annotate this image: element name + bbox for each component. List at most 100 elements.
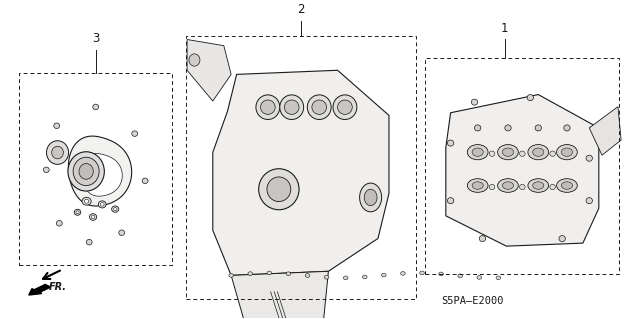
Ellipse shape [47, 141, 68, 164]
Text: 1: 1 [501, 22, 509, 34]
Polygon shape [446, 94, 599, 246]
Ellipse shape [447, 140, 454, 146]
Ellipse shape [76, 211, 79, 214]
Text: S5PA–E2000: S5PA–E2000 [442, 296, 504, 306]
Ellipse shape [474, 125, 481, 131]
Ellipse shape [333, 95, 357, 120]
Ellipse shape [557, 179, 577, 192]
Text: 3: 3 [92, 32, 99, 45]
Ellipse shape [489, 184, 495, 190]
Ellipse shape [472, 148, 483, 156]
Ellipse shape [54, 123, 60, 129]
Ellipse shape [132, 131, 138, 137]
Polygon shape [589, 107, 621, 155]
Ellipse shape [305, 274, 310, 278]
Ellipse shape [113, 208, 117, 211]
Ellipse shape [561, 148, 573, 156]
Ellipse shape [79, 164, 93, 179]
Ellipse shape [564, 125, 570, 131]
Text: 2: 2 [297, 3, 305, 16]
Ellipse shape [324, 275, 329, 279]
Ellipse shape [496, 276, 500, 280]
Ellipse shape [520, 184, 525, 190]
Ellipse shape [267, 177, 291, 202]
Ellipse shape [489, 151, 495, 156]
Ellipse shape [467, 179, 488, 192]
Ellipse shape [557, 145, 577, 160]
Ellipse shape [467, 145, 488, 160]
Polygon shape [68, 136, 132, 206]
Ellipse shape [439, 272, 444, 276]
Ellipse shape [420, 271, 424, 275]
Ellipse shape [229, 273, 234, 277]
Ellipse shape [111, 206, 119, 212]
Ellipse shape [477, 276, 481, 279]
Ellipse shape [73, 157, 99, 186]
Ellipse shape [100, 203, 104, 206]
Ellipse shape [52, 146, 63, 159]
Ellipse shape [307, 95, 331, 120]
Ellipse shape [502, 182, 513, 189]
Ellipse shape [550, 151, 556, 156]
Ellipse shape [260, 100, 275, 115]
Ellipse shape [119, 230, 125, 235]
Ellipse shape [93, 104, 99, 110]
Ellipse shape [267, 271, 271, 275]
Bar [425, 58, 620, 274]
Ellipse shape [532, 182, 544, 189]
Ellipse shape [561, 182, 573, 189]
Ellipse shape [401, 271, 405, 275]
Ellipse shape [458, 274, 463, 278]
Polygon shape [212, 70, 389, 275]
Ellipse shape [142, 178, 148, 183]
Ellipse shape [447, 198, 454, 204]
Ellipse shape [84, 199, 89, 203]
Ellipse shape [535, 125, 541, 131]
Ellipse shape [527, 94, 534, 100]
Ellipse shape [520, 151, 525, 156]
Ellipse shape [528, 179, 548, 192]
Ellipse shape [472, 182, 483, 189]
Ellipse shape [505, 125, 511, 131]
Ellipse shape [498, 179, 518, 192]
Ellipse shape [284, 100, 299, 115]
FancyArrow shape [29, 285, 51, 295]
Ellipse shape [256, 95, 280, 120]
Ellipse shape [528, 145, 548, 160]
Ellipse shape [92, 215, 95, 219]
Ellipse shape [364, 189, 377, 206]
Ellipse shape [586, 155, 593, 161]
Polygon shape [187, 40, 231, 101]
Ellipse shape [360, 183, 381, 212]
Ellipse shape [362, 275, 367, 279]
Ellipse shape [286, 272, 291, 276]
Ellipse shape [189, 54, 200, 66]
Ellipse shape [498, 145, 518, 160]
Ellipse shape [259, 169, 299, 210]
Ellipse shape [99, 201, 106, 208]
Ellipse shape [82, 197, 91, 205]
Bar [186, 36, 415, 299]
Ellipse shape [68, 152, 104, 191]
Ellipse shape [90, 214, 97, 220]
Ellipse shape [337, 100, 352, 115]
Polygon shape [81, 153, 122, 196]
Ellipse shape [44, 167, 49, 173]
Ellipse shape [344, 276, 348, 280]
Ellipse shape [532, 148, 544, 156]
Ellipse shape [280, 95, 303, 120]
Ellipse shape [56, 220, 62, 226]
Ellipse shape [471, 99, 477, 105]
Ellipse shape [559, 235, 565, 241]
Text: FR.: FR. [49, 282, 67, 292]
Ellipse shape [586, 198, 593, 204]
Ellipse shape [381, 273, 386, 277]
Ellipse shape [312, 100, 326, 115]
Ellipse shape [479, 235, 486, 241]
Ellipse shape [502, 148, 513, 156]
Ellipse shape [86, 239, 92, 245]
Bar [19, 73, 172, 265]
Ellipse shape [248, 272, 253, 275]
Ellipse shape [74, 209, 81, 215]
Ellipse shape [550, 184, 556, 190]
